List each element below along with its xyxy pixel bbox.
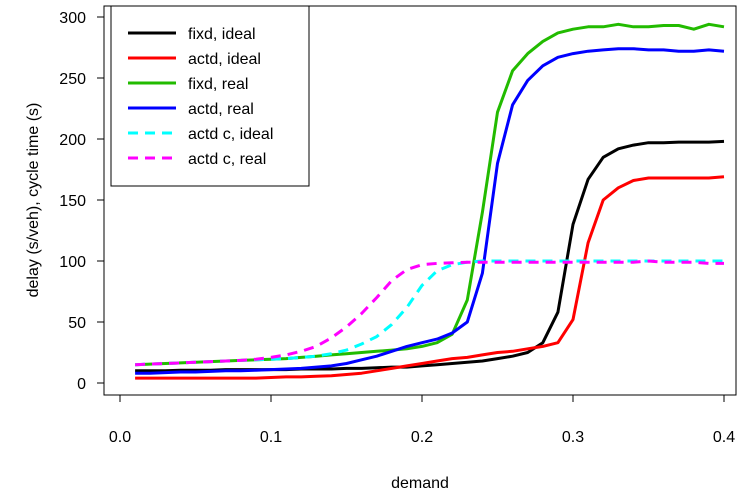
x-tick-label: 0.3 xyxy=(562,429,584,446)
legend-label-4: actd, real xyxy=(188,101,254,118)
legend-label-2: actd, ideal xyxy=(188,51,261,68)
x-tick-label: 0.1 xyxy=(260,429,282,446)
legend: fixd, ideal actd, ideal fixd, real actd, re… xyxy=(110,5,310,187)
y-axis-title: delay (s/veh), cycle time (s) xyxy=(25,103,42,298)
series-line-3 xyxy=(135,22,725,367)
series-line-4 xyxy=(135,47,725,375)
x-tick-label: 0.2 xyxy=(411,429,433,446)
legend-label-6: actd c, real xyxy=(188,151,266,168)
y-tick-label: 200 xyxy=(59,132,86,149)
legend-box xyxy=(110,5,310,187)
series-lines xyxy=(135,22,725,380)
series-line-6 xyxy=(135,259,724,367)
x-axis-title: demand xyxy=(391,475,449,492)
legend-label-3: fixd, real xyxy=(188,76,248,93)
series-line-5 xyxy=(135,259,724,367)
legend-label-5: actd c, ideal xyxy=(188,126,273,143)
y-axis: 0 50 100 150 200 250 300 xyxy=(59,10,105,393)
y-tick-label: 0 xyxy=(77,376,86,393)
legend-label-1: fixd, ideal xyxy=(188,26,256,43)
y-tick-label: 100 xyxy=(59,254,86,271)
y-tick-label: 250 xyxy=(59,71,86,88)
y-tick-label: 50 xyxy=(68,315,86,332)
series-line-2 xyxy=(135,175,725,380)
x-axis: 0.0 0.1 0.2 0.3 0.4 xyxy=(109,394,735,446)
y-tick-label: 300 xyxy=(59,10,86,27)
x-tick-label: 0.4 xyxy=(713,429,735,446)
x-tick-label: 0.0 xyxy=(109,429,131,446)
y-tick-label: 150 xyxy=(59,193,86,210)
